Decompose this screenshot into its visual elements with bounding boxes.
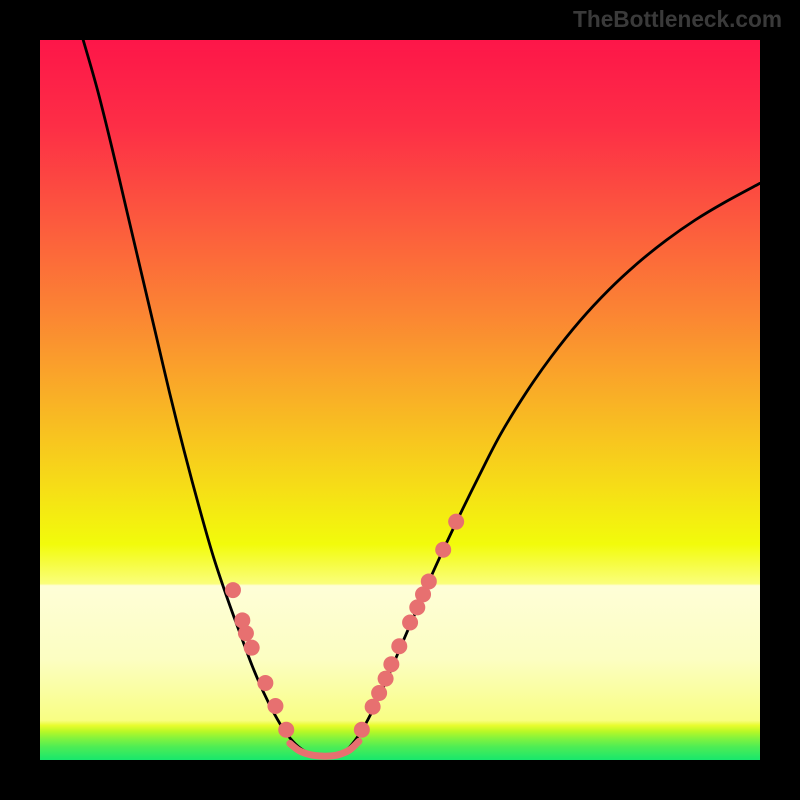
marker-dot-left-2 xyxy=(238,625,254,641)
marker-dot-right-9 xyxy=(421,573,437,589)
marker-dot-right-5 xyxy=(391,638,407,654)
marker-dot-right-10 xyxy=(435,542,451,558)
marker-dot-left-0 xyxy=(225,582,241,598)
marker-dot-left-6 xyxy=(278,722,294,738)
marker-dot-right-11 xyxy=(448,514,464,530)
watermark-label: TheBottleneck.com xyxy=(573,6,782,33)
marker-dot-right-3 xyxy=(378,671,394,687)
marker-dot-left-3 xyxy=(244,640,260,656)
marker-dot-right-1 xyxy=(365,699,381,715)
marker-dot-left-5 xyxy=(267,698,283,714)
marker-dot-right-4 xyxy=(383,656,399,672)
marker-dot-right-2 xyxy=(371,685,387,701)
marker-dot-right-6 xyxy=(402,614,418,630)
chart-container: TheBottleneck.com xyxy=(0,0,800,800)
bottleneck-curve-chart xyxy=(40,40,760,760)
marker-dot-right-0 xyxy=(354,722,370,738)
plot-area xyxy=(40,40,760,760)
marker-dot-left-4 xyxy=(257,675,273,691)
